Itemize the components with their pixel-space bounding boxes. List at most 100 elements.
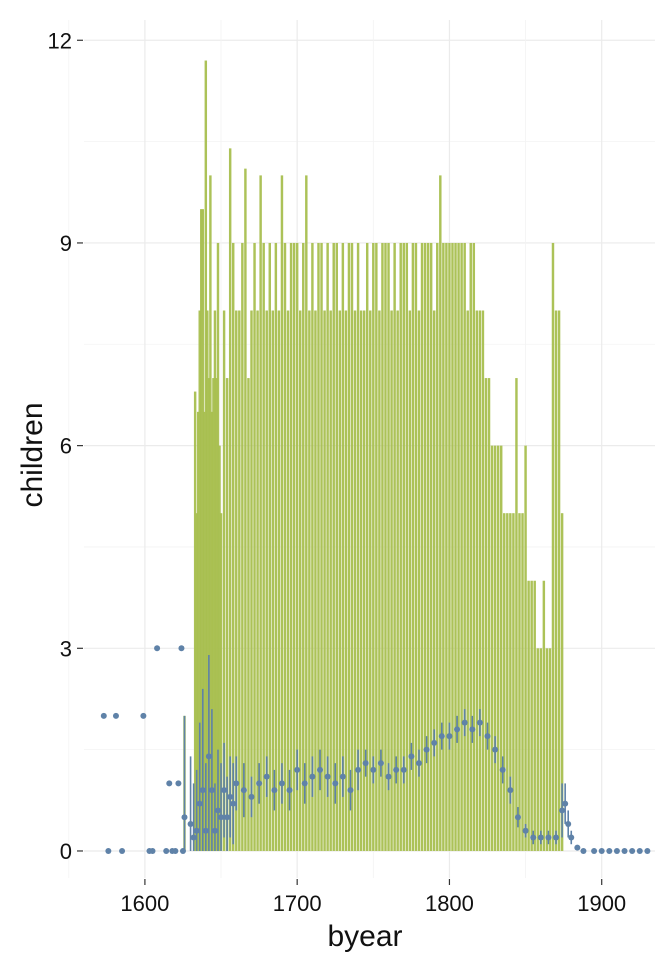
mean-point: [317, 766, 324, 773]
range-bar: [390, 310, 393, 851]
mean-point: [248, 793, 255, 800]
range-bar: [539, 648, 543, 851]
range-bar: [305, 175, 308, 851]
range-bar: [533, 580, 536, 851]
x-tick-label: 1600: [120, 891, 169, 916]
range-bar: [344, 310, 348, 851]
range-bar: [196, 411, 200, 851]
range-bar: [228, 148, 232, 851]
mean-point: [476, 719, 483, 726]
range-bar: [335, 242, 338, 851]
range-bar: [381, 242, 384, 851]
range-bar: [463, 242, 466, 851]
range-bar: [320, 242, 323, 851]
range-bar: [512, 513, 515, 851]
mean-point: [256, 780, 263, 787]
mean-point: [339, 773, 346, 780]
range-bar: [204, 60, 208, 851]
mean-point: [484, 733, 491, 740]
mean-point: [580, 847, 587, 854]
range-bar: [472, 242, 476, 851]
y-tick-label: 3: [60, 636, 72, 661]
range-bar: [527, 580, 530, 851]
range-bar: [408, 310, 412, 851]
range-bar: [545, 648, 549, 851]
range-bar: [375, 242, 378, 851]
mean-point: [613, 847, 620, 854]
range-bar: [353, 310, 357, 851]
range-bar: [442, 242, 445, 851]
range-bar: [317, 242, 320, 851]
mean-point: [530, 834, 537, 841]
range-bar: [203, 411, 206, 851]
mean-point: [362, 760, 369, 767]
range-bar: [499, 445, 503, 851]
mean-point: [163, 847, 170, 854]
mean-point: [562, 800, 569, 807]
range-bar: [506, 513, 509, 851]
mean-point: [172, 847, 179, 854]
y-tick-label: 12: [48, 28, 72, 53]
mean-point: [499, 766, 506, 773]
range-bar: [200, 209, 203, 851]
range-bar: [298, 310, 302, 851]
mean-point: [100, 712, 107, 719]
range-bar: [241, 242, 244, 851]
mean-point: [559, 807, 566, 814]
range-bar: [469, 242, 472, 851]
range-bar: [432, 310, 436, 851]
tick-layer: 0 3 6 9 12 1600 1700 1800 1900: [48, 28, 627, 916]
range-bar: [378, 310, 381, 851]
range-bar: [338, 310, 342, 851]
mean-point: [224, 814, 231, 821]
mean-point: [149, 847, 156, 854]
range-bar: [460, 242, 463, 851]
range-bar: [414, 242, 418, 851]
mean-point: [355, 766, 362, 773]
range-bar: [302, 242, 305, 851]
range-bar: [542, 580, 546, 851]
range-bar: [481, 310, 485, 851]
range-bar: [222, 310, 226, 851]
mean-point: [105, 847, 112, 854]
range-bar: [457, 242, 460, 851]
range-bar: [524, 445, 527, 851]
mean-point: [218, 814, 225, 821]
mean-point: [211, 827, 218, 834]
range-bar: [365, 242, 369, 851]
x-tick-label: 1800: [425, 891, 474, 916]
mean-point: [202, 827, 209, 834]
mean-point: [522, 827, 529, 834]
mean-point: [545, 834, 552, 841]
range-bar: [201, 209, 204, 851]
range-bar: [399, 242, 402, 851]
range-bar: [225, 378, 229, 851]
mean-point: [286, 787, 293, 794]
range-bar: [323, 310, 326, 851]
range-bar: [454, 242, 457, 851]
mean-point: [370, 766, 377, 773]
range-bar: [329, 310, 332, 851]
range-bar: [210, 411, 214, 851]
range-bar: [396, 310, 399, 851]
range-bar: [295, 242, 299, 851]
mean-point: [507, 787, 514, 794]
mean-point: [199, 787, 206, 794]
mean-point: [301, 780, 308, 787]
range-bar: [283, 242, 287, 851]
range-bar: [308, 310, 311, 851]
range-bar: [420, 242, 424, 851]
mean-point: [415, 760, 422, 767]
range-bar: [207, 378, 211, 851]
range-bar: [521, 513, 524, 851]
range-bar: [423, 242, 427, 851]
range-bar: [198, 310, 201, 851]
mean-point: [446, 733, 453, 740]
range-bar: [530, 580, 533, 851]
mean-point: [598, 847, 605, 854]
mean-point: [178, 645, 185, 652]
range-bar: [209, 175, 212, 851]
mean-point: [400, 766, 407, 773]
mean-point: [636, 847, 643, 854]
